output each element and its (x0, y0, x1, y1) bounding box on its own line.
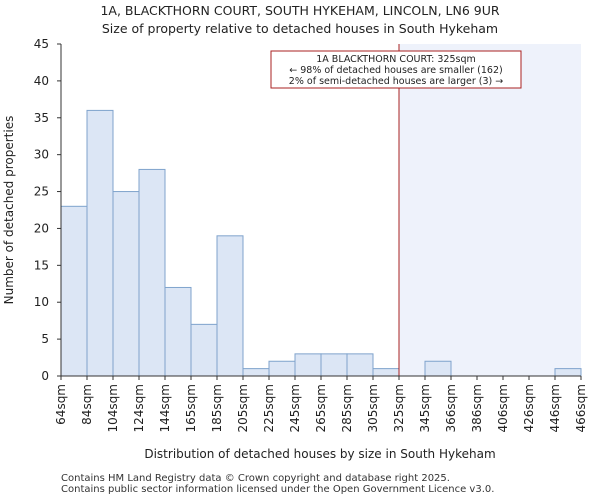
x-tick-label: 84sqm (80, 384, 94, 425)
bar-64sqm (60, 205, 88, 377)
y-tick-label: 40 (34, 74, 49, 88)
y-tick-label: 25 (34, 185, 49, 199)
x-tick-label: 64sqm (54, 384, 68, 425)
annotation-line-1: 1A BLACKTHORN COURT: 325sqm (316, 54, 476, 65)
y-axis-label: Number of detached properties (2, 116, 16, 305)
bar-446sqm (554, 368, 582, 377)
x-tick-label: 426sqm (522, 384, 536, 432)
x-tick-label: 406sqm (496, 384, 510, 432)
x-tick-label: 104sqm (106, 384, 120, 432)
bar-305sqm (372, 368, 400, 377)
bar-165sqm (190, 323, 218, 377)
y-tick-label: 10 (34, 295, 49, 309)
y-tick-label: 30 (34, 148, 49, 162)
x-tick-label: 165sqm (184, 384, 198, 432)
x-tick-label: 124sqm (132, 384, 146, 432)
footer-line-1: Contains HM Land Registry data © Crown c… (61, 473, 450, 484)
highlight-region (399, 44, 581, 376)
y-tick-label: 20 (34, 221, 49, 235)
bar-345sqm (424, 360, 452, 377)
chart-subtitle: Size of property relative to detached ho… (101, 21, 499, 36)
x-tick-label: 265sqm (314, 384, 328, 432)
y-tick-label: 15 (34, 258, 49, 272)
x-tick-label: 205sqm (236, 384, 250, 432)
x-tick-label: 325sqm (392, 384, 406, 432)
x-tick-label: 345sqm (418, 384, 432, 432)
chart-title: 1A, BLACKTHORN COURT, SOUTH HYKEHAM, LIN… (100, 3, 500, 18)
annotation-line-3: 2% of semi-detached houses are larger (3… (289, 76, 503, 87)
bar-84sqm (86, 109, 114, 377)
footer-line-2: Contains public sector information licen… (61, 484, 495, 495)
bar-124sqm (138, 168, 166, 377)
y-tick-label: 35 (34, 111, 49, 125)
bar-265sqm (320, 353, 348, 377)
bar-185sqm (216, 235, 244, 377)
x-tick-label: 446sqm (548, 384, 562, 432)
x-tick-label: 366sqm (444, 384, 458, 432)
y-tick-label: 45 (34, 37, 49, 51)
x-tick-label: 225sqm (262, 384, 276, 432)
bar-205sqm (242, 368, 270, 377)
bar-144sqm (164, 286, 192, 377)
x-tick-label: 386sqm (470, 384, 484, 432)
x-tick-label: 144sqm (158, 384, 172, 432)
y-tick-label: 5 (41, 332, 49, 346)
annotation-box: 1A BLACKTHORN COURT: 325sqm ← 98% of det… (270, 50, 522, 89)
y-tick-label: 0 (41, 369, 49, 383)
x-axis-label: Distribution of detached houses by size … (144, 447, 495, 461)
bar-285sqm (346, 353, 374, 377)
x-tick-label: 185sqm (210, 384, 224, 432)
bar-104sqm (112, 191, 140, 377)
annotation-line-2: ← 98% of detached houses are smaller (16… (289, 65, 502, 76)
x-tick-label: 305sqm (366, 384, 380, 432)
x-tick-label: 285sqm (340, 384, 354, 432)
bar-225sqm (268, 360, 296, 377)
bar-245sqm (294, 353, 322, 377)
x-tick-label: 245sqm (288, 384, 302, 432)
x-tick-label: 466sqm (574, 384, 588, 432)
